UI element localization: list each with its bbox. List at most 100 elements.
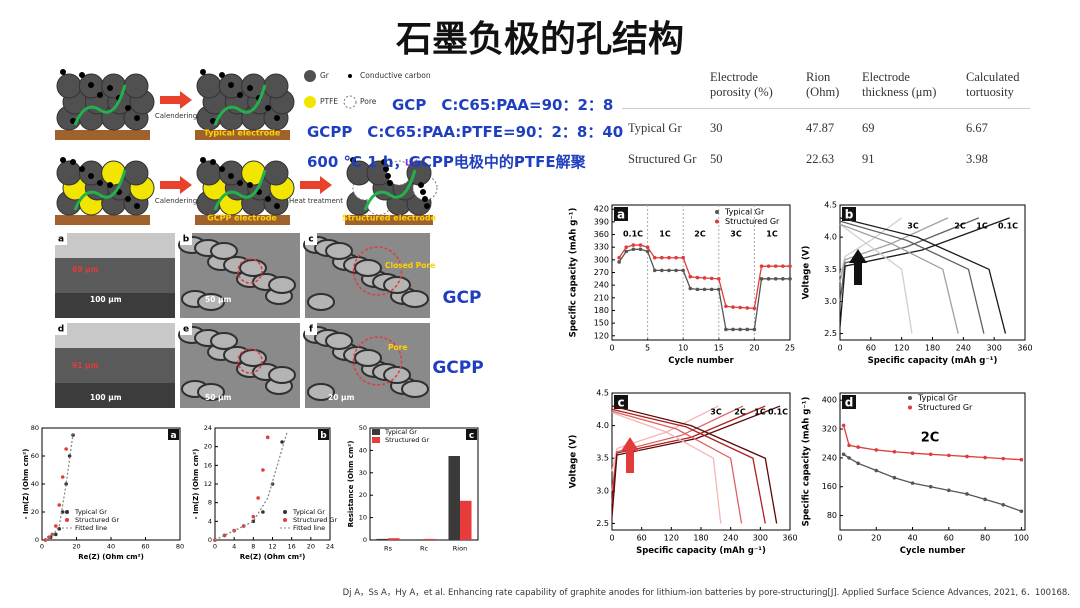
panel-letter-bg [305,233,317,245]
sem-layer [55,293,175,318]
sem-label: 50 μm [205,393,232,402]
panel-letter: c [308,235,313,245]
x-tick-label: 180 [925,344,940,353]
table-cell: Typical Gr [628,121,682,135]
panel-letter-bg [180,233,192,245]
y-tick-label: 40 [359,446,367,454]
series-line [839,220,985,334]
bar [376,538,388,540]
x-tick-label: 60 [866,344,876,353]
carbon [381,159,387,165]
legend-label: Typical Gr [292,508,325,516]
table-row: Typical Gr 30 47.87 69 6.67 [622,109,1030,141]
y-tick-label: 40 [31,480,39,488]
carbon [247,182,253,188]
legend-swatch [715,219,719,224]
y-axis-label: - Im(Z) (Ohm cm²) [22,449,30,520]
x-tick-label: 0 [40,543,44,551]
x-tick-label: 80 [176,543,184,551]
carbon [383,166,389,172]
data-point [617,260,621,264]
panel-letter: b [845,208,854,222]
annotation: 2C [694,230,706,239]
data-point [874,468,879,473]
legend-swatch [715,210,719,214]
carbon [219,166,225,172]
carbon [200,157,206,163]
data-point [892,475,897,480]
x-tick-label: 24 [326,543,334,551]
series-line [611,405,719,472]
data-point [695,275,700,280]
data-point [781,277,785,281]
panel-letter: d [845,396,854,410]
legend-label: Typical Gr [74,508,107,516]
data-point [766,264,771,268]
carbon [134,115,140,121]
carbon [125,196,131,202]
x-tick-label: 8 [251,543,255,551]
carbon [60,69,66,75]
panel-letter-bg [842,395,856,409]
legend-swatch [908,405,912,410]
panel-letter-bg [180,323,192,335]
y-tick-label: 8 [208,499,212,507]
data-point [645,249,650,254]
panel-letter-bg [614,395,628,409]
sem-highlight [237,348,263,374]
y-tick-label: 150 [594,319,609,328]
chart-background [343,420,485,565]
annotation: 2C [921,431,940,446]
bar [448,456,460,540]
data-point [688,286,693,291]
carbon [387,180,393,186]
legend-label: Structured Gr [75,516,119,524]
carbon [350,157,356,163]
carbon [79,166,85,172]
carbon [79,72,85,78]
data-point [717,277,721,281]
trend-arrow [621,437,639,473]
x-tick-label: 60 [944,534,954,543]
sem-label: 50 μm [205,295,232,304]
x-axis-label: Cycle number [900,546,966,556]
data-point [681,268,685,273]
note: GCPP C:C65:PAA:PTFE=90：2：8：40 [307,123,624,141]
legend-label: Typical Gr [384,428,417,436]
y-axis-label: Resistance (Ohm cm²) [347,441,355,528]
sem-grain [354,349,382,367]
chart: 0 4 8 12 16 20 24 0 4 8 12 16 20 24 Re(Z) (Ohm cm²) - I… [188,420,340,565]
particle [123,160,149,186]
data-point [667,268,671,273]
data-point [617,255,621,260]
table-cell: 47.87 [806,121,835,135]
legend-swatch [304,96,316,108]
x-tick-label: Rc [420,545,429,553]
annotation: 1C [976,222,988,231]
ion-path [213,84,267,126]
y-tick-label: 0 [35,536,39,544]
data-point [947,453,951,458]
x-tick-label: 4 [232,543,236,551]
legend-swatch [372,437,380,443]
x-tick-label: 0 [837,344,842,353]
data-point [638,247,643,252]
data-point [256,496,260,500]
carbon [70,159,76,165]
x-tick-label: 60 [637,534,647,543]
data-point [724,327,728,332]
data-point [261,510,265,514]
sem-highlight [237,258,263,284]
x-tick-label: 360 [1017,344,1032,353]
carbon [88,173,94,179]
ion-path [363,169,417,211]
panel-letter: b [183,235,190,245]
note: GCP C:C65:PAA=90：2：8 [392,96,614,114]
table-header: Electrode porosity (%) Rion (Ohm) Electr… [622,66,1030,109]
sem-grain [268,276,296,294]
sem-highlight [352,246,403,296]
y-tick-label: 4.5 [596,389,609,398]
y-tick-label: 210 [594,293,609,302]
particle [123,73,149,99]
